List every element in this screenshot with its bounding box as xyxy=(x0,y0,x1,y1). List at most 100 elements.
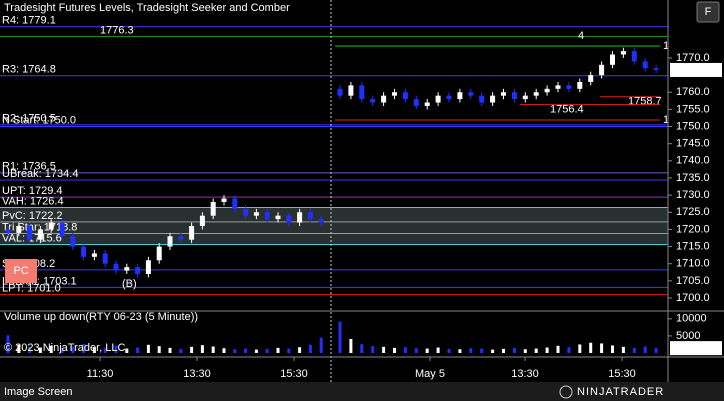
level-label: PvC: 1722.2 xyxy=(2,210,63,222)
y-tick-label: 1730.0 xyxy=(676,189,710,201)
candle-body xyxy=(381,95,387,103)
volume-bar xyxy=(38,347,42,353)
toolbar-button[interactable] xyxy=(696,1,720,23)
volume-bar xyxy=(146,344,150,353)
y-tick-label: 1720.0 xyxy=(676,223,710,235)
status-text: Image Screen xyxy=(4,386,72,398)
level-label: LPT: 1701.0 xyxy=(2,282,61,294)
volume-bar xyxy=(222,348,226,353)
candle-body xyxy=(468,92,474,96)
volume-bar xyxy=(382,346,386,353)
volume-bar xyxy=(611,345,614,353)
logo-icon xyxy=(559,385,573,399)
candle-body xyxy=(577,81,583,89)
volume-bar xyxy=(349,338,353,353)
volume-bar xyxy=(60,347,64,353)
candle-body xyxy=(167,236,173,247)
volume-bar xyxy=(71,346,75,353)
volume-bar xyxy=(491,349,495,353)
volume-bar xyxy=(512,347,516,353)
volume-bar xyxy=(114,345,118,353)
volume-bar xyxy=(28,346,32,353)
candle-body xyxy=(221,198,227,202)
candle-body xyxy=(27,225,33,240)
level-label: R3: 1764.8 xyxy=(2,64,56,76)
current-price: 1766.5 xyxy=(676,64,710,76)
y-tick-label: 1745.0 xyxy=(676,138,710,150)
candle-body xyxy=(91,253,97,257)
volume-bar xyxy=(545,347,549,353)
badge[interactable] xyxy=(5,259,37,283)
volume-bar xyxy=(567,347,571,353)
toolbar-button-label[interactable]: F xyxy=(705,6,712,18)
x-tick-label: May 5 xyxy=(415,368,445,380)
volume-bar xyxy=(319,337,323,353)
volume-bar xyxy=(168,347,172,353)
logo: NINJATRADER xyxy=(577,386,664,398)
level-label: UBreak: 1734.4 xyxy=(2,168,78,180)
candle-body xyxy=(392,92,397,96)
volume-bar xyxy=(632,347,636,353)
candle-body xyxy=(243,208,249,216)
candle-body xyxy=(348,85,354,96)
candle-body xyxy=(370,99,376,103)
candle-body xyxy=(232,198,238,209)
volume-bar xyxy=(654,348,658,353)
volume-bar xyxy=(276,347,280,353)
volume-bar xyxy=(82,344,86,353)
copyright: © 2023 NinjaTrader, LLC xyxy=(4,342,125,354)
candle-body xyxy=(59,222,65,237)
y-tick-label: 1710.0 xyxy=(676,258,710,270)
candle-body xyxy=(264,212,270,220)
candle-body xyxy=(359,85,365,100)
candle-body xyxy=(275,215,281,220)
candle-body xyxy=(297,212,303,223)
chart-title: Tradesight Futures Levels, Tradesight Se… xyxy=(4,2,290,14)
volume-bar xyxy=(523,349,527,353)
candle-body xyxy=(620,51,626,55)
y-tick-label: 1715.0 xyxy=(676,240,710,252)
candle-body xyxy=(413,99,419,106)
y-tick-label: 1770.0 xyxy=(676,52,710,64)
current-volume: 1426 xyxy=(676,342,700,354)
y-tick-label: 1760.0 xyxy=(676,86,710,98)
current-volume-box xyxy=(670,341,722,356)
current-price-box xyxy=(670,62,722,77)
candle-body xyxy=(135,267,141,274)
target-label: 1 xyxy=(663,40,669,52)
volume-bar xyxy=(403,347,407,353)
candle-body xyxy=(307,212,313,220)
volume-bar xyxy=(458,349,462,353)
y-tick-label: 1725.0 xyxy=(676,206,710,218)
candle-body xyxy=(124,267,130,271)
candle-body xyxy=(318,219,324,223)
badge-label[interactable]: PC xyxy=(13,265,28,277)
y-tick-label: 1705.0 xyxy=(676,275,710,287)
x-tick-label: 13:30 xyxy=(511,368,539,380)
x-tick-label: 11:30 xyxy=(87,368,114,380)
level-label: VAH: 1726.4 xyxy=(2,195,64,207)
volume-bar xyxy=(308,344,312,353)
volume-bar xyxy=(447,348,451,353)
plot: 1700.0 1705.0 1710.0 1715.0 1720.0 1725.0 1730… xyxy=(0,0,722,382)
candle-body xyxy=(424,102,430,106)
level-label: UPT: 1729.4 xyxy=(2,185,63,197)
volume-bar xyxy=(480,348,484,353)
candle-body xyxy=(533,92,539,96)
volume-bar xyxy=(244,348,248,353)
volume-bar xyxy=(425,348,429,353)
candle-body xyxy=(642,61,648,69)
candle-body xyxy=(253,212,259,216)
volume-bar xyxy=(589,342,593,353)
volume-bar xyxy=(578,344,582,353)
volume-bar xyxy=(621,346,625,353)
candle-body xyxy=(402,92,408,100)
candle-body xyxy=(511,92,517,100)
candle-body xyxy=(610,54,615,65)
volume-bar xyxy=(414,348,418,353)
volume-tick-label: 5000 xyxy=(676,330,700,342)
y-tick-label: 1755.0 xyxy=(676,103,710,115)
candle-body xyxy=(286,215,292,223)
